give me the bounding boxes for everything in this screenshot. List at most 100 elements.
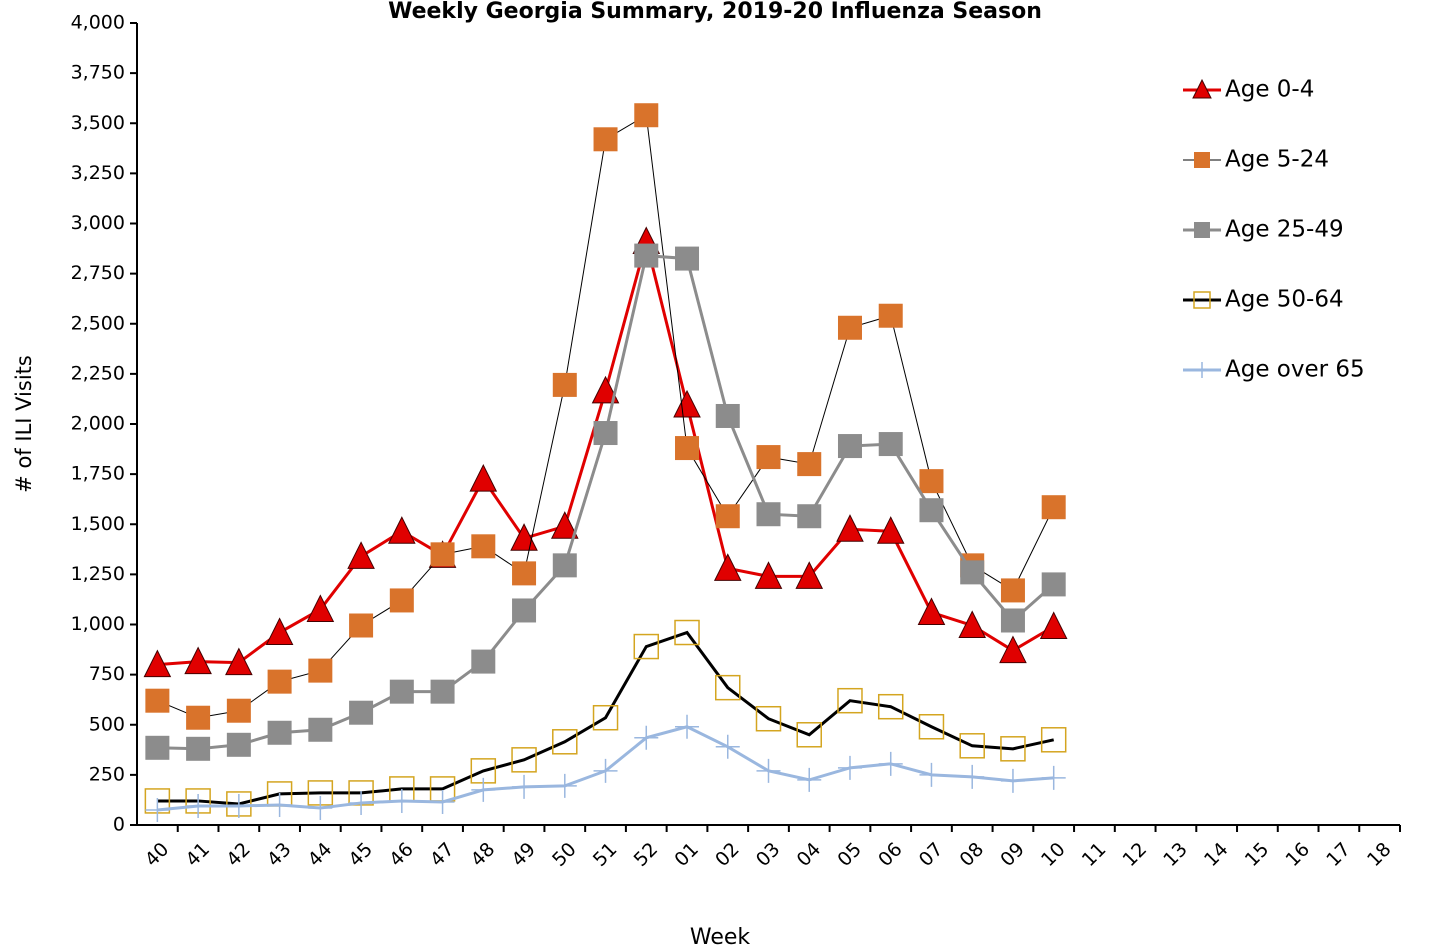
data-point: [634, 725, 659, 750]
data-point: [797, 504, 822, 529]
x-tick-label: 12: [1118, 838, 1151, 871]
data-point: [1000, 736, 1026, 762]
data-point: [471, 649, 496, 674]
data-point: [389, 788, 414, 813]
legend-label: Age over 65: [1225, 357, 1365, 383]
data-point: [430, 679, 455, 704]
data-point: [347, 541, 375, 569]
data-point: [634, 103, 659, 128]
x-tick-label: 48: [467, 838, 500, 871]
x-tick-label: 17: [1322, 838, 1355, 871]
data-point: [512, 774, 537, 799]
data-point: [552, 773, 577, 798]
data-point: [143, 649, 172, 678]
data-point: [510, 523, 538, 551]
data-point: [552, 372, 577, 397]
data-point: [226, 698, 251, 723]
x-tick-label: 11: [1078, 838, 1111, 871]
data-point: [674, 619, 700, 646]
data-point: [634, 243, 659, 268]
data-point: [715, 403, 740, 428]
data-point: [267, 669, 292, 694]
data-point: [837, 315, 862, 340]
data-point: [756, 445, 781, 470]
x-tick-label: 02: [711, 838, 744, 871]
x-tick-label: 05: [833, 838, 866, 871]
data-point: [837, 755, 862, 780]
legend-marker: [1194, 222, 1210, 238]
data-point: [267, 720, 292, 745]
data-point: [349, 613, 374, 638]
y-tick-label: 4,000: [71, 12, 125, 34]
x-tick-label: 51: [589, 838, 622, 871]
data-point: [1000, 608, 1025, 633]
y-tick-label: 1,500: [71, 513, 125, 535]
data-point: [959, 733, 985, 759]
x-tick-label: 10: [1037, 838, 1070, 871]
y-tick-label: 2,500: [71, 312, 125, 334]
data-point: [308, 717, 333, 742]
data-point: [389, 588, 414, 613]
data-point: [306, 594, 335, 622]
data-point: [430, 542, 455, 567]
x-tick-label: 07: [915, 838, 948, 871]
data-point: [265, 617, 294, 646]
x-tick-label: 41: [181, 838, 214, 871]
x-tick-label: 52: [630, 838, 663, 871]
x-tick-label: 08: [956, 838, 989, 871]
data-point: [673, 389, 701, 418]
y-tick-label: 3,250: [71, 162, 125, 184]
y-tick-label: 3,500: [71, 112, 125, 134]
data-point: [755, 705, 782, 732]
data-point: [388, 516, 416, 544]
data-point: [675, 436, 700, 461]
data-point: [349, 700, 374, 725]
data-point: [184, 646, 212, 675]
data-point: [675, 246, 700, 271]
x-tick-label: 50: [548, 838, 581, 871]
x-tick-label: 43: [263, 838, 296, 871]
x-tick-label: 42: [222, 838, 255, 871]
data-point: [552, 729, 578, 755]
legend-label: Age 25-49: [1225, 217, 1344, 243]
data-point: [471, 534, 496, 559]
data-point: [960, 764, 985, 789]
data-point: [593, 758, 618, 783]
data-point: [469, 464, 498, 492]
data-point: [145, 735, 170, 760]
data-point: [1041, 572, 1066, 597]
data-point: [145, 688, 170, 713]
data-point: [593, 421, 618, 446]
y-tick-label: 500: [89, 713, 125, 735]
data-point: [919, 498, 944, 523]
data-point: [797, 767, 822, 792]
data-point: [715, 734, 740, 759]
data-point: [593, 127, 618, 152]
data-point: [877, 693, 904, 720]
data-point: [349, 790, 374, 815]
data-point: [550, 511, 579, 539]
series-line: [157, 114, 1055, 719]
x-tick-label: 14: [1200, 838, 1233, 871]
data-point: [186, 705, 211, 730]
x-tick-label: 15: [1241, 838, 1274, 871]
data-point: [797, 452, 822, 477]
data-point: [591, 375, 620, 404]
y-tick-label: 1,750: [71, 463, 125, 485]
data-point: [715, 674, 741, 701]
data-point: [958, 610, 987, 639]
data-point: [145, 797, 170, 822]
data-point: [511, 747, 537, 773]
data-point: [308, 658, 333, 683]
data-point: [960, 560, 985, 585]
data-point: [430, 789, 455, 814]
data-point: [225, 647, 253, 676]
x-tick-label: 03: [752, 838, 785, 871]
y-tick-label: 3,000: [71, 212, 125, 234]
data-point: [471, 777, 496, 802]
data-point: [226, 793, 251, 818]
data-point: [512, 598, 537, 623]
legend-marker: [1194, 152, 1210, 168]
y-tick-label: 1,000: [71, 613, 125, 635]
